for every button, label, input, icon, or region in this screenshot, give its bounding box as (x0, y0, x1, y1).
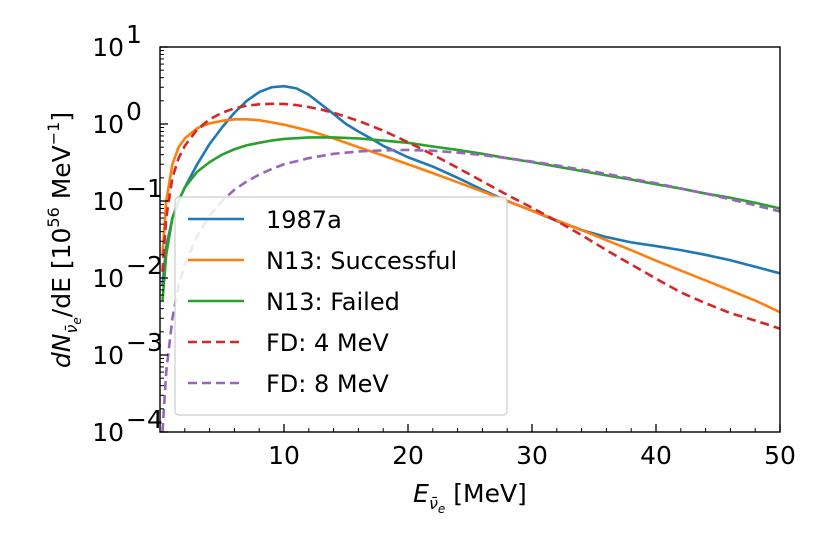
y-tick-base: 10 (92, 33, 124, 62)
legend-box (174, 196, 508, 416)
y-tick-base: 10 (92, 418, 124, 447)
y-tick-exponent: −3 (126, 328, 163, 357)
x-label-unit: [MeV] (445, 479, 527, 508)
y-label-end: ] (47, 112, 76, 122)
x-tick-label: 50 (764, 441, 796, 470)
legend-label-0: 1987a (266, 206, 342, 234)
y-label-unit: MeV (47, 145, 76, 207)
y-tick-label: 10 (92, 418, 124, 447)
y-tick-label: 10 (92, 341, 124, 370)
x-tick-label: 20 (392, 441, 424, 470)
x-label-subsub: e (438, 502, 445, 516)
y-tick-label: 10 (92, 187, 124, 216)
series-line-0 (161, 84, 780, 286)
series-line-3 (161, 102, 780, 330)
y-tick-base: 10 (92, 264, 124, 293)
x-label-base: E (413, 479, 429, 508)
legend-label-2: N13: Failed (266, 288, 400, 316)
y-tick-base: 10 (92, 187, 124, 216)
y-label-exp: 56 (44, 207, 63, 227)
y-tick-label: 10 (92, 264, 124, 293)
y-tick-exponent: −1 (126, 174, 163, 203)
y-label-sub: ν̄ (62, 325, 81, 334)
y-label-subsub: e (70, 317, 84, 324)
y-tick-label: 10 (92, 33, 124, 62)
plot-frame (159, 46, 781, 433)
legend-label-3: FD: 4 MeV (266, 329, 389, 357)
x-label-sub: ν̄ (429, 494, 438, 513)
series-layer (161, 84, 780, 432)
legend: 1987a N13: Successful N13: Failed FD: 4 MeV… (174, 196, 508, 416)
y-tick-exponent: 0 (126, 97, 142, 126)
y-tick-exponent: 1 (126, 20, 142, 49)
y-label-lead: dN (47, 333, 76, 368)
y-tick-label: 10 (92, 110, 124, 139)
y-tick-base: 10 (92, 110, 124, 139)
y-tick-base: 10 (92, 341, 124, 370)
y-tick-exponent: −4 (126, 405, 163, 434)
x-axis-label: Eν̄e [MeV] (413, 479, 527, 516)
legend-label-1: N13: Successful (266, 247, 457, 275)
y-label-unit-exp: −1 (44, 122, 63, 146)
y-label-mid: /dE [10 (47, 228, 76, 318)
x-tick-label: 40 (640, 441, 672, 470)
y-tick-exponent: −2 (126, 251, 163, 280)
legend-label-4: FD: 8 MeV (266, 370, 389, 398)
x-tick-label: 30 (516, 441, 548, 470)
y-axis-label: dNν̄e/dE [1056 MeV−1] (44, 112, 84, 368)
x-tick-label: 10 (268, 441, 300, 470)
series-line-2 (161, 136, 780, 302)
